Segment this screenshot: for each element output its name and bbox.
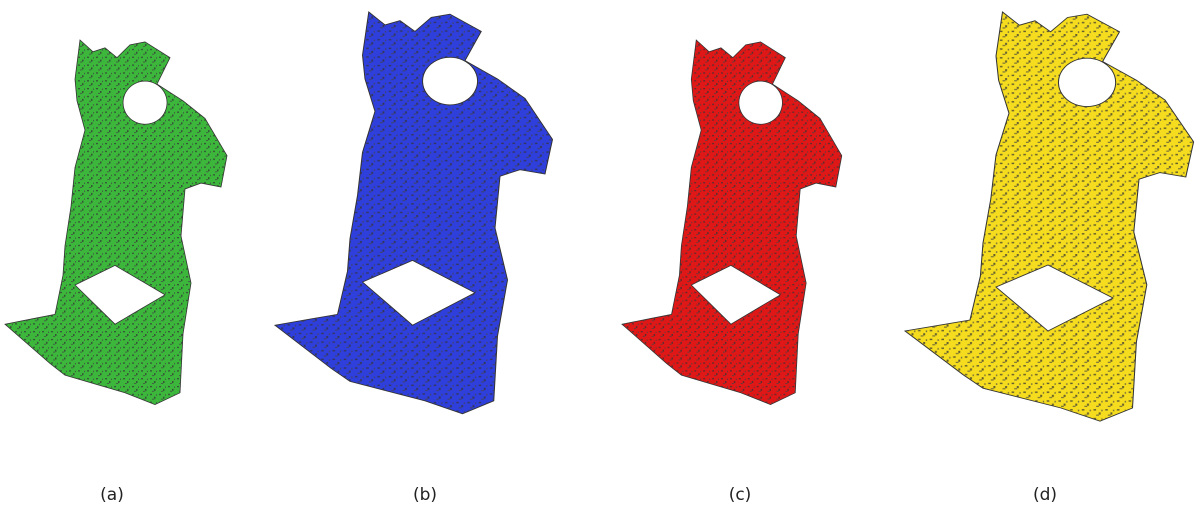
panel-label: (d): [1033, 485, 1057, 505]
map-panel: [622, 40, 842, 405]
map-texture: [905, 12, 1194, 421]
map-texture: [5, 40, 227, 405]
panels: (a) (b) (c) (d): [5, 12, 1194, 505]
map-texture: [275, 12, 553, 414]
figure: (a) (b) (c) (d): [0, 0, 1204, 517]
map-panel: [5, 40, 227, 405]
map-panel: [275, 12, 553, 414]
panel-label: (c): [729, 485, 752, 505]
map-texture: [622, 40, 842, 405]
map-panel: [905, 12, 1194, 421]
panel-label: (a): [100, 485, 124, 505]
page: (a)(b)(c)(d) (() => { const data = JSON.…: [0, 0, 1204, 517]
panel-label: (b): [413, 485, 437, 505]
